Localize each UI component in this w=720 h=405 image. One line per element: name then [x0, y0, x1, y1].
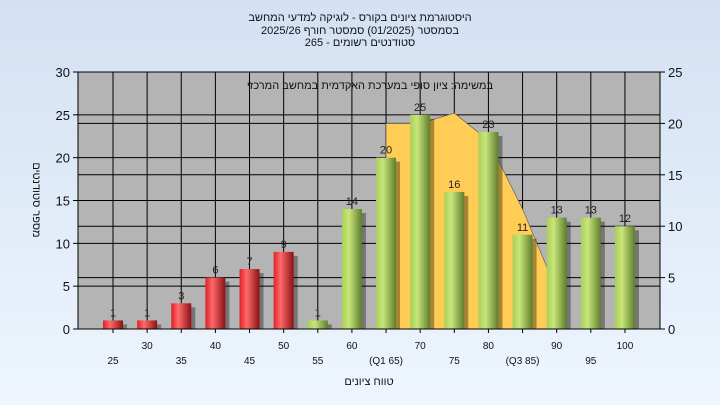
- chart-title-line-3: סטודנטים רשומים - 265: [305, 37, 416, 49]
- bar: [307, 320, 328, 329]
- y2-tick-label: 0: [668, 322, 675, 337]
- x-tick-label: 30: [142, 341, 154, 352]
- x-tick-label: 55: [312, 356, 324, 367]
- bar-value-label: 14: [346, 196, 358, 208]
- bar: [614, 226, 635, 329]
- x-tick-label: 95: [585, 356, 597, 367]
- bar: [103, 320, 123, 329]
- bar: [239, 269, 260, 329]
- bar: [444, 191, 465, 329]
- y-tick-label: 20: [56, 151, 70, 166]
- bar-value-label: 23: [482, 119, 494, 131]
- y-tick-label: 25: [56, 108, 70, 123]
- bar: [546, 217, 567, 329]
- chart-subtitle: במשימה: ציון סופי במערכת האקדמית במחשב ה…: [247, 80, 494, 92]
- x-tick-label: 70: [415, 341, 427, 352]
- y2-tick-label: 20: [668, 116, 682, 131]
- y2-tick-label: 15: [668, 168, 682, 183]
- bar: [410, 114, 431, 329]
- bar-value-label: 13: [551, 205, 563, 217]
- y-tick-label: 10: [56, 236, 70, 251]
- x-tick-label: 40: [210, 341, 222, 352]
- y2-tick-label: 10: [668, 219, 682, 234]
- bar: [341, 209, 362, 329]
- y2-tick-label: 5: [668, 271, 675, 286]
- bar: [137, 320, 158, 329]
- bar-value-label: 20: [380, 145, 392, 157]
- x-tick-label: 25: [107, 356, 119, 367]
- bar-value-label: 16: [448, 179, 460, 191]
- bar: [512, 234, 533, 329]
- bar: [580, 217, 601, 329]
- x-tick-label: 35: [176, 356, 188, 367]
- bar-value-label: 25: [414, 102, 426, 114]
- x-tick-label: 60: [346, 341, 358, 352]
- bar-value-label: 1: [110, 307, 116, 319]
- bar: [273, 251, 294, 329]
- x-tick-label: 75: [449, 356, 461, 367]
- bar: [205, 277, 226, 329]
- y2-tick-label: 25: [668, 65, 682, 80]
- x-tick-label: (Q1 65): [369, 356, 403, 367]
- y-tick-label: 15: [56, 194, 70, 209]
- bar-value-label: 13: [585, 205, 597, 217]
- x-tick-label: 45: [244, 356, 256, 367]
- bar-value-label: 11: [517, 222, 528, 234]
- bar-value-label: 1: [144, 307, 150, 319]
- bar-value-label: 1: [315, 307, 321, 319]
- y-tick-label: 5: [63, 279, 70, 294]
- bar-value-label: 6: [212, 265, 218, 277]
- y-axis-label: מספר סטודנטים: [30, 162, 42, 237]
- bar: [478, 131, 499, 329]
- bar-value-label: 12: [619, 213, 631, 225]
- x-axis-label: טווח ציונים: [344, 376, 393, 388]
- x-tick-label: 50: [278, 341, 290, 352]
- chart-title-line-1: היסטוגרמת ציונים בקורס - לוגיקה למדעי המ…: [248, 11, 471, 24]
- chart-title-line-2: בסמסטר (01/2025) סמסטר חורף 2025/26: [261, 25, 459, 37]
- x-tick-label: 80: [483, 341, 495, 352]
- bar-value-label: 9: [281, 239, 287, 251]
- x-tick-label: 90: [551, 341, 563, 352]
- x-tick-label: 100: [617, 341, 634, 352]
- y-tick-label: 30: [56, 65, 70, 80]
- bar: [171, 303, 192, 329]
- bar-value-label: 3: [178, 290, 184, 302]
- x-tick-label: (Q3 85): [506, 356, 540, 367]
- bar-value-label: 7: [246, 256, 252, 268]
- y-tick-label: 0: [63, 322, 70, 337]
- bar: [376, 157, 397, 329]
